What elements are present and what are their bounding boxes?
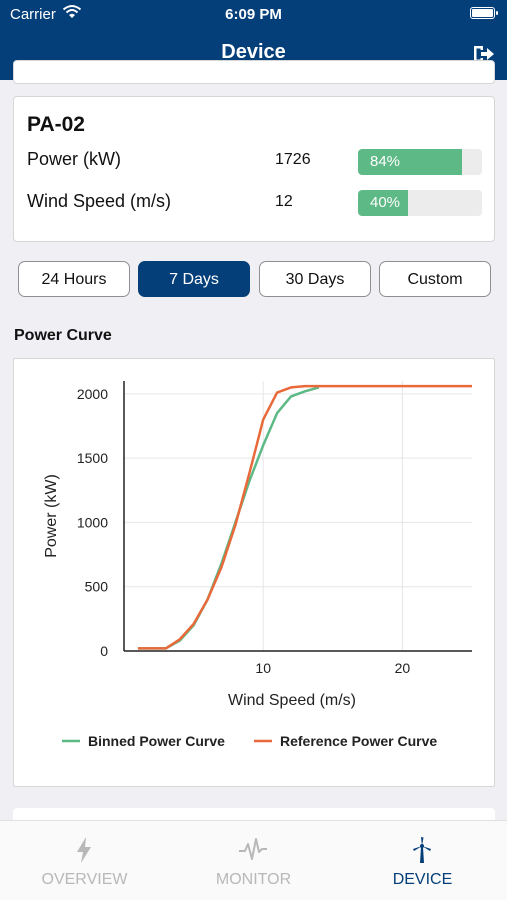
power-percent: 84% [370,153,401,170]
wind-speed-value: 12 [275,193,293,210]
battery-icon [470,7,498,19]
x-tick-label: 20 [395,660,411,676]
tab-bar: OVERVIEW MONITOR DEVICE [0,820,507,900]
wind-speed-percent: 40% [370,194,401,211]
carrier-label: Carrier [10,6,56,23]
x-axis-label: Wind Speed (m/s) [228,692,356,709]
wind-speed-progress-fill [358,190,408,216]
bolt-icon [77,837,91,863]
tab-monitor[interactable]: MONITOR [169,821,338,900]
tab-device[interactable]: DEVICE [338,821,507,900]
device-card: PA-02 Power (kW) 1726 84% Wind Speed (m/… [13,96,495,242]
legend-label-1: Binned Power Curve [88,733,225,749]
next-card-edge [13,808,495,822]
power-progress-bar: 84% [358,149,482,175]
device-name: PA-02 [27,113,85,136]
logout-icon[interactable] [471,42,495,66]
power-label: Power (kW) [27,149,121,169]
chart-svg: 0 500 1000 1500 2000 10 20 Wind Speed (m/s) Powe… [43,381,472,749]
y-tick-label: 0 [100,643,108,659]
y-tick-label: 1500 [77,450,108,466]
pulse-icon [239,838,267,860]
range-30-days-button[interactable]: 30 Days [259,261,371,297]
previous-card-edge [13,60,495,84]
clock: 6:09 PM [225,6,282,23]
wifi-icon [62,5,82,18]
series-line-1 [137,386,320,650]
section-title: Power Curve [14,327,112,344]
y-tick-label: 1000 [77,514,108,530]
wind-turbine-icon [413,837,431,863]
y-axis-label: Power (kW) [43,474,60,558]
tab-overview[interactable]: OVERVIEW [0,821,169,900]
tab-overview-label: OVERVIEW [41,871,128,888]
range-7-days-button[interactable]: 7 Days [138,261,250,297]
wind-speed-progress-bar: 40% [358,190,482,216]
tab-device-label: DEVICE [392,871,453,888]
y-tick-label: 2000 [77,386,108,402]
y-tick-label: 500 [85,579,109,595]
power-curve-chart: 0 500 1000 1500 2000 10 20 Wind Speed (m/s) Powe… [13,358,495,787]
series-line-2 [137,384,472,650]
power-value: 1726 [275,151,311,168]
wind-speed-label: Wind Speed (m/s) [27,191,172,211]
tab-monitor-label: MONITOR [215,871,292,888]
page-title: Device [221,41,286,63]
range-24-hours-button[interactable]: 24 Hours [18,261,130,297]
power-progress-fill [358,149,463,175]
x-tick-label: 10 [255,660,271,676]
legend-label-2: Reference Power Curve [280,733,437,749]
status-bar: Carrier 6:09 PM [0,0,507,28]
range-custom-button[interactable]: Custom [379,261,491,297]
